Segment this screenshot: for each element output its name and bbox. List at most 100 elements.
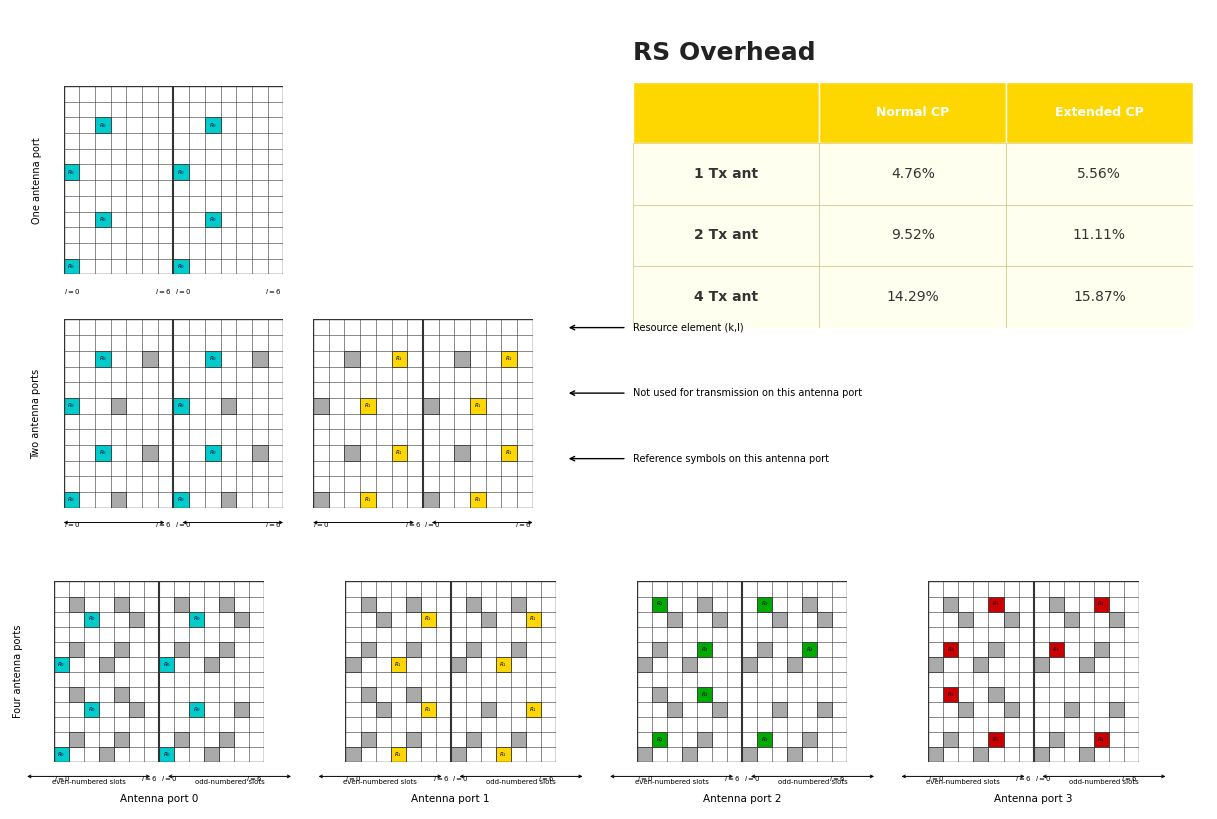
Bar [159,747,174,762]
Bar [988,686,1004,702]
Text: 14.29%: 14.29% [886,290,940,304]
Bar [1094,596,1109,612]
Bar [1094,641,1109,657]
Text: $R_1$: $R_1$ [396,354,403,363]
Text: $R_3$: $R_3$ [992,600,1000,609]
Bar [405,731,421,747]
Text: $R_0$: $R_0$ [208,448,217,457]
Bar [1049,731,1064,747]
Bar [95,445,111,460]
Bar [1006,82,1193,143]
Bar [988,731,1004,747]
Bar [682,657,697,672]
Bar [633,266,819,328]
Text: $R_0$: $R_0$ [192,614,201,623]
Bar [667,612,682,627]
Bar [173,492,189,508]
Bar [481,702,495,717]
Bar [1109,702,1123,717]
Text: $l=6$: $l=6$ [246,774,263,783]
Bar [99,747,114,762]
Text: $l=0$: $l=0$ [636,774,654,783]
Text: $R_1$: $R_1$ [505,448,514,457]
Bar [1078,657,1094,672]
Text: even-numbered slots: even-numbered slots [52,779,125,785]
Text: $l=6$: $l=6$ [156,520,172,529]
Bar [1094,731,1109,747]
Text: $l=6$: $l=6$ [156,287,172,296]
Text: $R_2$: $R_2$ [701,645,708,654]
Text: Normal CP: Normal CP [876,106,949,119]
Text: $R_0$: $R_0$ [99,448,107,457]
Text: $l=6$: $l=6$ [829,774,846,783]
Bar [757,596,772,612]
Text: 5.56%: 5.56% [1077,167,1121,181]
Bar [69,686,84,702]
Bar [344,351,360,367]
Text: $R_3$: $R_3$ [947,645,955,654]
Text: $l=6$: $l=6$ [141,774,158,783]
Bar [159,657,174,672]
Bar [470,492,486,508]
Text: $R_1$: $R_1$ [364,401,372,410]
Bar [405,641,421,657]
Bar [466,641,481,657]
Bar [1033,747,1049,762]
Bar [757,731,772,747]
Text: $l=6$: $l=6$ [265,520,281,529]
Bar [84,612,99,627]
Text: odd-numbered slots: odd-numbered slots [195,779,264,785]
Text: $l=6$: $l=6$ [432,774,449,783]
Bar [220,398,236,414]
Bar [636,657,652,672]
Bar [742,657,757,672]
Bar [1049,596,1064,612]
Text: $l=6$: $l=6$ [724,774,741,783]
Bar [204,211,220,228]
Bar [633,205,819,266]
Text: 4.76%: 4.76% [891,167,935,181]
Bar [173,259,189,274]
Bar [189,702,204,717]
Bar [204,117,220,133]
Text: $R_0$: $R_0$ [57,659,66,668]
Bar [360,398,376,414]
Text: $R_1$: $R_1$ [505,354,514,363]
Text: $l=0$: $l=0$ [63,287,80,296]
Text: $R_0$: $R_0$ [67,262,75,271]
Text: Four antenna ports: Four antenna ports [13,625,23,718]
Text: Resource element (k,l): Resource element (k,l) [633,323,744,333]
Bar [405,596,421,612]
Bar [421,702,436,717]
Bar [697,596,712,612]
Bar [802,731,817,747]
Bar [344,445,360,460]
Text: 11.11%: 11.11% [1073,229,1126,242]
Bar [1006,266,1193,328]
Text: even-numbered slots: even-numbered slots [635,779,708,785]
Text: $l=0$: $l=0$ [313,520,330,529]
Bar [787,657,802,672]
Text: $R_0$: $R_0$ [88,704,96,713]
Bar [69,731,84,747]
Bar [959,702,974,717]
Text: $R_0$: $R_0$ [208,120,217,129]
Text: $R_0$: $R_0$ [178,168,185,177]
Text: 4 Tx ant: 4 Tx ant [694,290,758,304]
Bar [652,596,667,612]
Bar [697,641,712,657]
Bar [929,747,943,762]
Text: $R_2$: $R_2$ [656,735,663,744]
Text: Two antenna ports: Two antenna ports [32,369,41,459]
Text: $R_2$: $R_2$ [761,600,769,609]
Text: Antenna port 1: Antenna port 1 [411,794,490,803]
Bar [204,657,219,672]
Bar [772,612,787,627]
Text: $l=6$: $l=6$ [265,287,281,296]
Text: $R_0$: $R_0$ [192,704,201,713]
Bar [114,641,129,657]
Bar [114,596,129,612]
Bar [252,445,268,460]
Bar [817,612,832,627]
Bar [697,686,712,702]
